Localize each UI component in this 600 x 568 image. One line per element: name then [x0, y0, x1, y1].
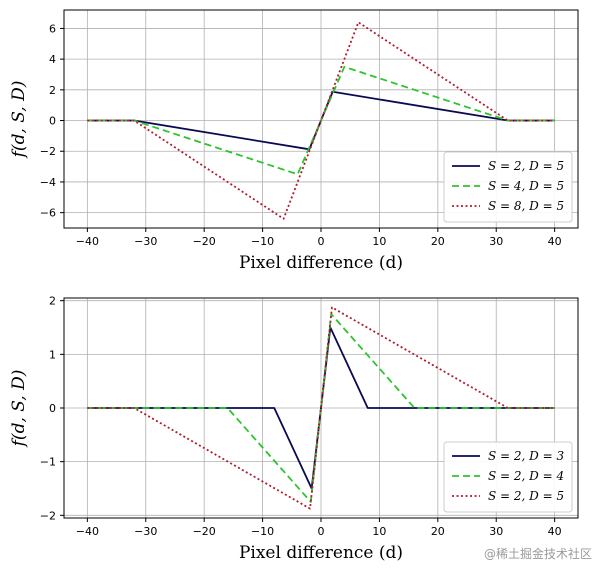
- y-tick-label: 1: [49, 348, 56, 361]
- series-line-2: [87, 313, 555, 503]
- legend-label-3: S = 8, D = 5: [488, 199, 564, 213]
- y-tick-label: −2: [40, 509, 56, 522]
- x-tick-label: 40: [548, 525, 562, 538]
- x-tick-label: 20: [431, 235, 445, 248]
- y-axis-label: f(d, S, D): [9, 370, 29, 449]
- series-line-2: [87, 65, 555, 176]
- y-axis-label: f(d, S, D): [9, 81, 29, 160]
- x-tick-label: −10: [251, 235, 274, 248]
- y-tick-label: −4: [40, 176, 56, 189]
- x-tick-label: −40: [76, 235, 99, 248]
- x-tick-label: 40: [548, 235, 562, 248]
- x-tick-label: 10: [372, 525, 386, 538]
- legend-box: [443, 441, 573, 513]
- x-tick-label: 30: [489, 525, 503, 538]
- x-tick-label: 20: [431, 525, 445, 538]
- x-tick-label: 30: [489, 235, 503, 248]
- y-tick-label: 0: [49, 115, 56, 128]
- y-tick-label: 2: [49, 84, 56, 97]
- series-line-3: [87, 306, 555, 510]
- y-tick-label: 4: [49, 53, 56, 66]
- legend: S = 2, D = 3 S = 2, D = 4 S = 2, D = 5: [443, 441, 573, 513]
- series-line-3: [87, 21, 555, 220]
- legend-box: [443, 151, 573, 223]
- legend-label-3: S = 2, D = 5: [488, 489, 564, 503]
- legend: S = 2, D = 5 S = 4, D = 5 S = 8, D = 5: [443, 151, 573, 223]
- y-tick-label: −1: [40, 456, 56, 469]
- y-tick-label: 2: [49, 295, 56, 308]
- x-tick-label: 10: [372, 235, 386, 248]
- x-tick-label: −30: [134, 235, 157, 248]
- series-line-1: [87, 326, 555, 490]
- y-tick-label: 0: [49, 402, 56, 415]
- x-tick-label: −30: [134, 525, 157, 538]
- x-axis-label: Pixel difference (d): [239, 543, 403, 563]
- watermark: @稀土掘金技术社区: [483, 547, 592, 561]
- y-tick-label: −2: [40, 145, 56, 158]
- x-tick-label: −20: [193, 235, 216, 248]
- y-tick-label: −6: [40, 207, 56, 220]
- legend-label-2: S = 2, D = 4: [488, 469, 564, 483]
- y-tick-label: 6: [49, 22, 56, 35]
- x-tick-label: −10: [251, 525, 274, 538]
- x-tick-label: 0: [318, 235, 325, 248]
- legend-label-1: S = 2, D = 3: [488, 449, 564, 463]
- x-tick-label: −40: [76, 525, 99, 538]
- x-tick-label: −20: [193, 525, 216, 538]
- legend-label-1: S = 2, D = 5: [488, 159, 564, 173]
- legend-label-2: S = 4, D = 5: [488, 179, 564, 193]
- x-tick-label: 0: [318, 525, 325, 538]
- x-axis-label: Pixel difference (d): [239, 253, 403, 273]
